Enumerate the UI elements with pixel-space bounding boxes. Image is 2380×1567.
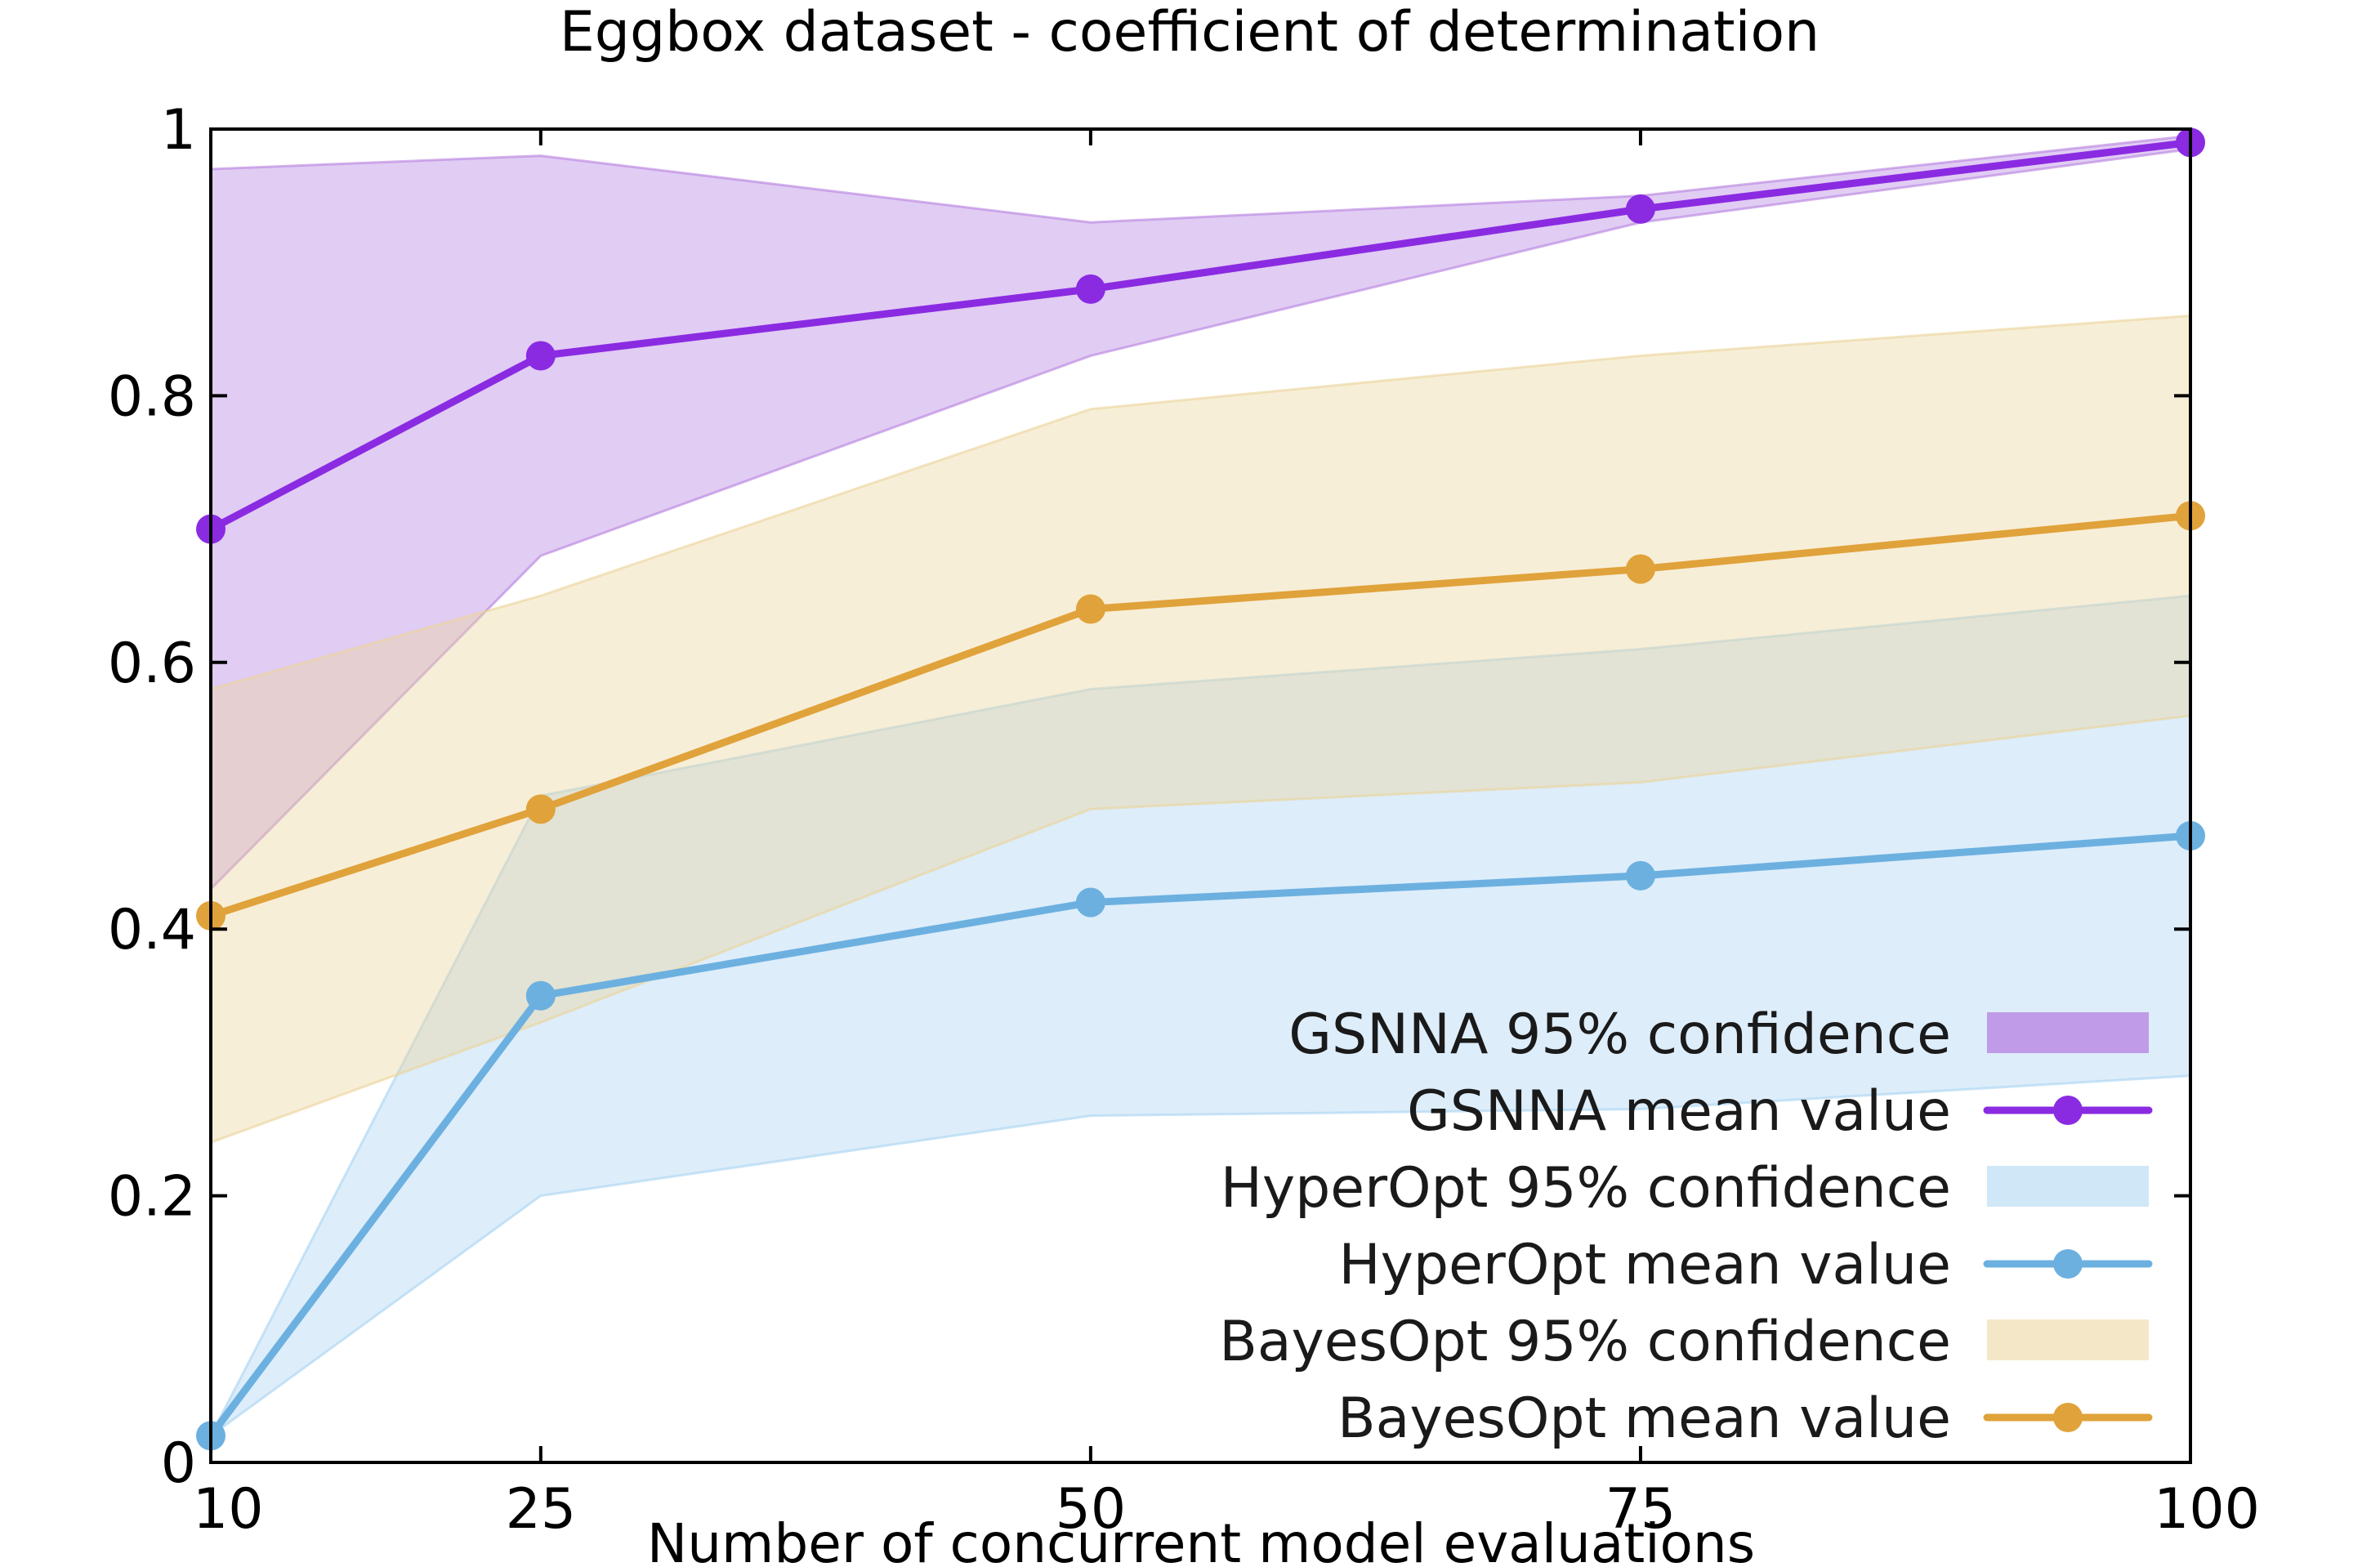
legend-label: BayesOpt 95% confidence: [1219, 1310, 1951, 1374]
chart-title: Eggbox dataset - coefficient of determin…: [560, 0, 1820, 65]
data-points: [196, 127, 2205, 1451]
legend-swatch-band: [1987, 1319, 2149, 1360]
bayesopt-mean-value-point-75: [1625, 554, 1655, 584]
legend-label: GSNNA mean value: [1407, 1079, 1951, 1144]
x-tick-label-75: 75: [1605, 1477, 1677, 1542]
bayesopt-mean-value-point-25: [525, 794, 556, 824]
x-tick-label-25: 25: [506, 1477, 577, 1542]
plot-frame: [209, 127, 2192, 1464]
x-tick-label-50: 50: [1056, 1477, 1127, 1542]
x-axis: 10 25 50 75 100: [193, 129, 2260, 1542]
legend-item-bayesopt-95-confidence: BayesOpt 95% confidence: [1219, 1310, 2149, 1374]
gsnna-mean-value-point-25: [525, 341, 556, 371]
legend-swatch-band: [1987, 1012, 2149, 1053]
legend-item-bayesopt-mean-value: BayesOpt mean value: [1337, 1386, 2153, 1451]
legend-item-gsnna-95-confidence: GSNNA 95% confidence: [1288, 1002, 2149, 1067]
legend-item-hyperopt-mean-value: HyperOpt mean value: [1339, 1233, 2153, 1297]
y-tick-label-0: 0: [161, 1431, 196, 1496]
legend-label: HyperOpt mean value: [1339, 1233, 1952, 1297]
hyperopt-mean-value-point-25: [525, 980, 556, 1011]
legend-swatch-marker: [2053, 1403, 2083, 1432]
legend-swatch-marker: [2053, 1249, 2083, 1279]
y-tick-label-0.2: 0.2: [108, 1165, 196, 1230]
legend: GSNNA 95% confidence GSNNA mean value Hype…: [1219, 1002, 2153, 1451]
x-tick-label-100: 100: [2154, 1477, 2260, 1542]
x-tick-label-10: 10: [193, 1477, 264, 1542]
bayesopt-mean-value-point-50: [1075, 594, 1105, 624]
gsnna-mean-value-point-50: [1075, 274, 1105, 304]
y-tick-label-0.6: 0.6: [108, 632, 196, 696]
gsnna-mean-value-point-75: [1625, 194, 1655, 224]
legend-item-hyperopt-95-confidence: HyperOpt 95% confidence: [1221, 1156, 2149, 1221]
legend-swatch-band: [1987, 1166, 2149, 1207]
confidence-bands: [209, 134, 2192, 1437]
legend-item-gsnna-mean-value: GSNNA mean value: [1407, 1079, 2153, 1144]
x-axis-label: Number of concurrent model evaluations: [647, 1512, 1755, 1567]
y-tick-label-0.4: 0.4: [108, 898, 196, 962]
hyperopt-mean-value-point-75: [1625, 860, 1655, 891]
y-tick-label-0.8: 0.8: [108, 364, 196, 429]
legend-label: HyperOpt 95% confidence: [1221, 1156, 1951, 1221]
hyperopt-mean-value-point-50: [1075, 887, 1105, 917]
legend-label: GSNNA 95% confidence: [1288, 1002, 1951, 1067]
legend-swatch-marker: [2053, 1096, 2083, 1125]
legend-label: BayesOpt mean value: [1337, 1386, 1951, 1451]
y-tick-label-1: 1: [161, 98, 196, 163]
y-axis: 0 0.2 0.4 0.6 0.8 1: [108, 98, 2190, 1496]
